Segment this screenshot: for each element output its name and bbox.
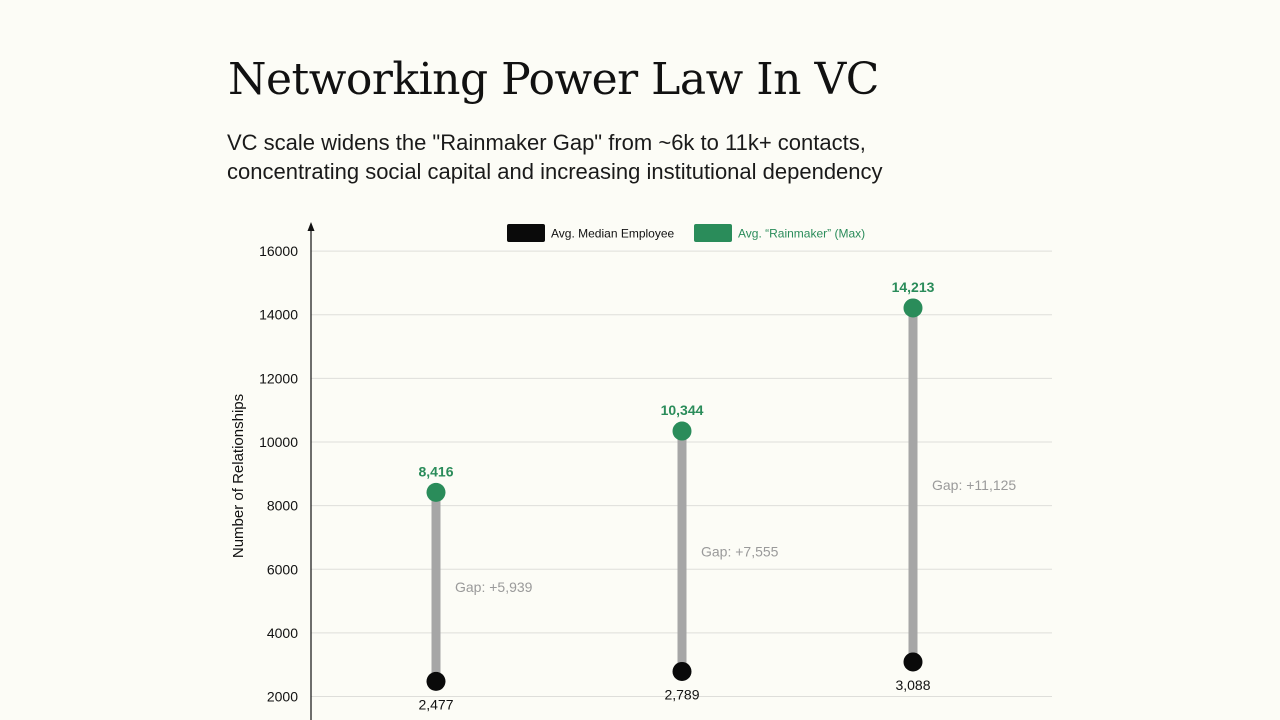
y-tick-label: 6000 [267,561,298,577]
chart-title: Networking Power Law In VC [228,54,879,105]
y-tick-label: 2000 [267,689,298,705]
y-tick-label: 14000 [259,307,298,323]
y-axis-arrow [307,222,315,231]
subtitle-line-2: concentrating social capital and increas… [227,159,883,184]
median-dot [426,671,446,691]
gap-label: Gap: +11,125 [932,477,1016,493]
rainmaker-value-label: 14,213 [892,279,935,295]
y-axis-label: Number of Relationships [230,394,247,558]
median-value-label: 3,088 [895,677,930,693]
y-tick-label: 4000 [267,625,298,641]
legend-label-rainmaker: Avg. “Rainmaker” (Max) [738,227,865,241]
legend-swatch-median [507,224,545,242]
median-value-label: 2,477 [418,696,453,712]
rainmaker-dot [903,298,923,318]
rainmaker-value-label: 10,344 [661,402,704,418]
gap-label: Gap: +7,555 [701,543,779,559]
rainmaker-value-label: 8,416 [418,463,453,479]
y-tick-label: 16000 [259,243,298,259]
y-tick-label: 10000 [259,434,298,450]
legend-label-median: Avg. Median Employee [551,227,675,241]
rainmaker-dot [672,421,692,441]
gap-label: Gap: +5,939 [455,579,533,595]
legend-swatch-rainmaker [694,224,732,242]
y-tick-label: 8000 [267,498,298,514]
subtitle-line-1: VC scale widens the "Rainmaker Gap" from… [227,130,866,155]
median-dot [903,652,923,672]
rainmaker-dot [426,482,446,502]
y-tick-label: 12000 [259,370,298,386]
chart-subtitle: VC scale widens the "Rainmaker Gap" from… [227,128,987,186]
median-value-label: 2,789 [664,686,699,702]
median-dot [672,661,692,681]
